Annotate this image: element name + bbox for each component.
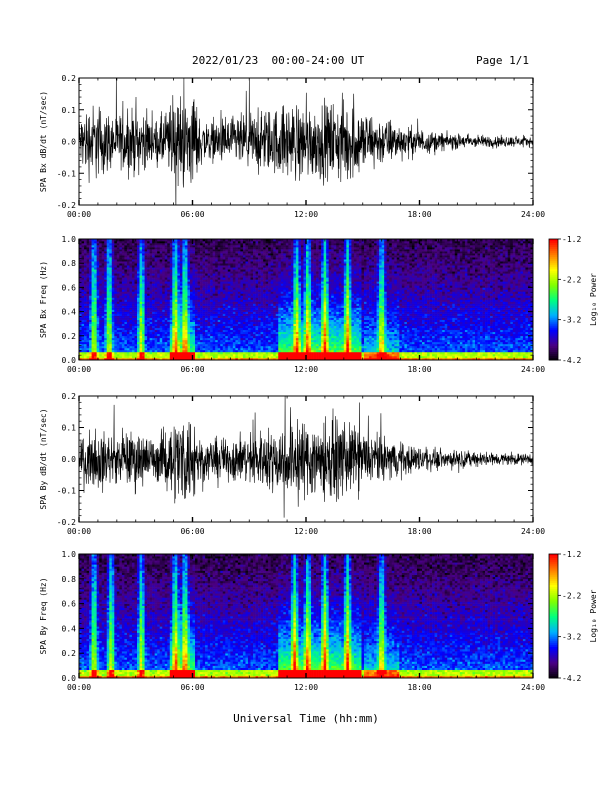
x-tick-label: 12:00 — [294, 210, 318, 219]
colorbar-tick-label: -3.2 — [562, 316, 581, 325]
y-tick-label: 0.1 — [62, 106, 77, 115]
y-tick-label: 0.8 — [62, 575, 77, 584]
y-tick-label: -0.1 — [57, 487, 76, 496]
x-tick-label: 06:00 — [180, 527, 204, 536]
y-tick-label: 1.0 — [62, 235, 77, 244]
x-tick-label: 00:00 — [67, 210, 91, 219]
colorbar-tick-label: -2.2 — [562, 275, 581, 284]
x-tick-label: 00:00 — [67, 683, 91, 692]
y-tick-label: -0.1 — [57, 169, 76, 178]
y-axis-label: SPA Bx Freq (Hz) — [39, 261, 48, 338]
x-tick-label: 12:00 — [294, 527, 318, 536]
colorbar-frame — [548, 553, 559, 679]
y-tick-label: 0.0 — [62, 674, 77, 683]
page-number: Page 1/1 — [476, 54, 529, 67]
y-tick-label: 0.6 — [62, 600, 77, 609]
x-tick-label: 06:00 — [180, 683, 204, 692]
series-trace — [79, 396, 533, 518]
spectrogram — [79, 239, 534, 361]
x-tick-label: 18:00 — [407, 683, 431, 692]
colorbar — [549, 554, 558, 679]
colorbar-tick-label: -2.2 — [562, 591, 581, 600]
y-tick-label: 0.1 — [62, 424, 77, 433]
x-axis-label: Universal Time (hh:mm) — [0, 712, 612, 725]
x-tick-label: 18:00 — [407, 210, 431, 219]
y-axis-label: SPA By Freq (Hz) — [39, 577, 48, 654]
y-tick-label: 0.2 — [62, 74, 77, 83]
spectrogram — [79, 554, 534, 679]
x-tick-label: 18:00 — [407, 365, 431, 374]
colorbar-tick-label: -3.2 — [562, 633, 581, 642]
y-tick-label: 0.0 — [62, 138, 77, 147]
x-tick-label: 24:00 — [521, 365, 545, 374]
x-tick-label: 24:00 — [521, 527, 545, 536]
colorbar-tick-label: -1.2 — [562, 550, 581, 559]
y-tick-label: 0.0 — [62, 455, 77, 464]
colorbar-frame — [548, 238, 559, 361]
y-tick-label: 0.2 — [62, 392, 77, 401]
x-tick-label: 00:00 — [67, 365, 91, 374]
y-tick-label: 0.2 — [62, 332, 77, 341]
colorbar-label: Log₁₀ Power — [589, 589, 598, 642]
colorbar-tick-label: -4.2 — [562, 674, 581, 683]
colorbar-tick-label: -1.2 — [562, 235, 581, 244]
y-tick-label: 0.4 — [62, 624, 77, 633]
figure-title: 2022/01/23 00:00-24:00 UT — [192, 54, 364, 67]
x-tick-label: 06:00 — [180, 365, 204, 374]
x-tick-label: 00:00 — [67, 527, 91, 536]
y-tick-label: -0.2 — [57, 201, 76, 210]
y-axis-label: SPA Bx dB/dt (nT/sec) — [39, 91, 48, 192]
series-trace — [79, 78, 533, 205]
x-tick-label: 18:00 — [407, 527, 431, 536]
y-tick-label: 0.6 — [62, 283, 77, 292]
x-tick-label: 06:00 — [180, 210, 204, 219]
x-tick-label: 24:00 — [521, 210, 545, 219]
x-tick-label: 24:00 — [521, 683, 545, 692]
y-tick-label: -0.2 — [57, 518, 76, 527]
y-axis-label: SPA By dB/dt (nT/sec) — [39, 408, 48, 509]
y-tick-label: 0.2 — [62, 649, 77, 658]
y-tick-label: 0.4 — [62, 308, 77, 317]
colorbar-tick-label: -4.2 — [562, 356, 581, 365]
y-tick-label: 0.0 — [62, 356, 77, 365]
y-tick-label: 0.8 — [62, 259, 77, 268]
colorbar-label: Log₁₀ Power — [589, 273, 598, 326]
y-tick-label: 1.0 — [62, 550, 77, 559]
x-tick-label: 12:00 — [294, 683, 318, 692]
x-tick-label: 12:00 — [294, 365, 318, 374]
colorbar — [549, 239, 558, 361]
